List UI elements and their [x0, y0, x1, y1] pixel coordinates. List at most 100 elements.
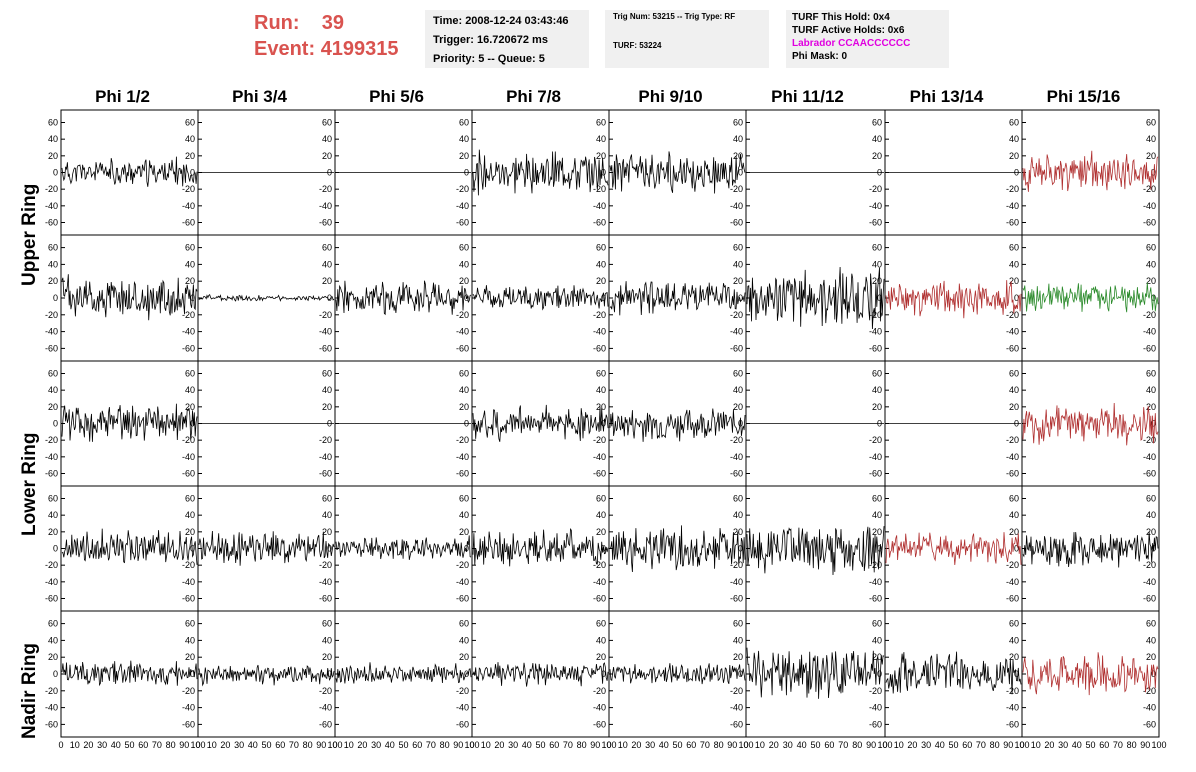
y-tick-label: 20: [596, 652, 606, 662]
column-header-phi-7-8: Phi 7/8: [506, 87, 561, 106]
y-tick-label: 40: [1146, 134, 1156, 144]
column-header-phi-1-2: Phi 1/2: [95, 87, 150, 106]
y-tick-label: -40: [1143, 452, 1156, 462]
y-tick-label: 40: [1009, 635, 1019, 645]
y-tick-label: 60: [185, 369, 195, 379]
x-tick-label: 30: [921, 740, 931, 750]
y-tick-label: -60: [1006, 218, 1019, 228]
y-tick-label-left: -40: [45, 577, 58, 587]
y-tick-label: 40: [322, 510, 332, 520]
y-tick-label: -60: [1143, 343, 1156, 353]
y-tick-label: 60: [322, 369, 332, 379]
y-tick-label: 20: [459, 527, 469, 537]
waveform-trace: [335, 662, 472, 684]
y-tick-label: -40: [593, 327, 606, 337]
y-tick-label: 20: [322, 151, 332, 161]
y-tick-label: -40: [456, 327, 469, 337]
panel-frame: [884, 485, 1023, 612]
y-tick-label: 40: [322, 134, 332, 144]
y-tick-label: 0: [327, 293, 332, 303]
y-tick-label: 40: [733, 635, 743, 645]
y-tick-label: -20: [1143, 560, 1156, 570]
waveform-trace: [746, 266, 885, 330]
y-tick-label: 20: [459, 276, 469, 286]
y-tick-label-left: -40: [45, 452, 58, 462]
y-tick-label: -40: [1006, 703, 1019, 713]
y-tick-label: -20: [319, 435, 332, 445]
waveform-trace: [472, 149, 609, 196]
y-tick-label: -60: [182, 218, 195, 228]
y-tick-label-left: 40: [48, 385, 58, 395]
x-tick-label: 70: [700, 740, 710, 750]
y-tick-label: -40: [730, 201, 743, 211]
y-tick-label: 60: [459, 619, 469, 629]
y-tick-label: -20: [1006, 560, 1019, 570]
x-tick-label: 20: [357, 740, 367, 750]
x-tick-label: 40: [248, 740, 258, 750]
y-tick-label: -60: [182, 469, 195, 479]
x-tick-label: 30: [508, 740, 518, 750]
y-tick-label: 0: [601, 669, 606, 679]
panel-frame: [471, 610, 610, 738]
y-tick-label: -40: [869, 201, 882, 211]
y-tick-label: -60: [182, 594, 195, 604]
x-tick-label: 90: [316, 740, 326, 750]
x-tick-label: 10: [207, 740, 217, 750]
waveform-trace: [609, 151, 746, 194]
x-tick-label: 50: [535, 740, 545, 750]
x-tick-label: 80: [303, 740, 313, 750]
y-tick-label: 60: [596, 369, 606, 379]
y-tick-label: -40: [1006, 577, 1019, 587]
y-tick-label: -20: [730, 310, 743, 320]
y-tick-label: 40: [185, 635, 195, 645]
y-tick-label: -20: [456, 686, 469, 696]
x-tick-label: 20: [494, 740, 504, 750]
y-tick-label: 20: [185, 151, 195, 161]
waveform-trace: [609, 525, 746, 573]
panel-frame: [197, 485, 336, 612]
y-tick-label: 20: [1009, 402, 1019, 412]
panel-frame: [608, 234, 747, 362]
y-tick-label-left: 20: [48, 276, 58, 286]
y-tick-label: -20: [319, 184, 332, 194]
y-tick-label: -40: [869, 327, 882, 337]
y-tick-label: -40: [456, 452, 469, 462]
y-tick-label: 60: [1009, 369, 1019, 379]
y-tick-label-left: 0: [53, 293, 58, 303]
y-tick-label: 60: [596, 118, 606, 128]
y-tick-label: -60: [319, 343, 332, 353]
y-tick-label: -40: [1006, 201, 1019, 211]
y-tick-label: 20: [872, 527, 882, 537]
waveform-trace: [472, 527, 609, 567]
column-header-phi-11-12: Phi 11/12: [771, 87, 844, 106]
x-tick-label: 30: [645, 740, 655, 750]
x-tick-label: 90: [453, 740, 463, 750]
y-tick-label: -60: [1006, 469, 1019, 479]
y-tick-label-left: 0: [53, 419, 58, 429]
y-tick-label-left: -20: [45, 435, 58, 445]
y-tick-label: 60: [322, 619, 332, 629]
y-tick-label: -60: [730, 469, 743, 479]
y-tick-label: 0: [738, 293, 743, 303]
y-tick-label: -40: [319, 577, 332, 587]
x-tick-label: 60: [275, 740, 285, 750]
y-tick-label: 60: [185, 619, 195, 629]
y-tick-label: -60: [730, 343, 743, 353]
y-tick-label: -60: [593, 719, 606, 729]
y-tick-label: 20: [596, 151, 606, 161]
y-tick-label: 40: [733, 510, 743, 520]
x-tick-label: 10: [755, 740, 765, 750]
y-tick-label: 40: [322, 385, 332, 395]
run-value: 39: [321, 12, 345, 34]
y-tick-label: 0: [327, 544, 332, 554]
y-tick-label: -40: [1143, 327, 1156, 337]
y-tick-label-left: -40: [45, 703, 58, 713]
y-tick-label: 20: [1146, 652, 1156, 662]
x-tick-label: 20: [631, 740, 641, 750]
y-tick-label-left: -20: [45, 310, 58, 320]
y-tick-label: 60: [596, 619, 606, 629]
y-tick-label: 20: [185, 652, 195, 662]
x-tick-label: 20: [1044, 740, 1054, 750]
y-tick-label: -20: [593, 686, 606, 696]
y-tick-label-left: -40: [45, 327, 58, 337]
